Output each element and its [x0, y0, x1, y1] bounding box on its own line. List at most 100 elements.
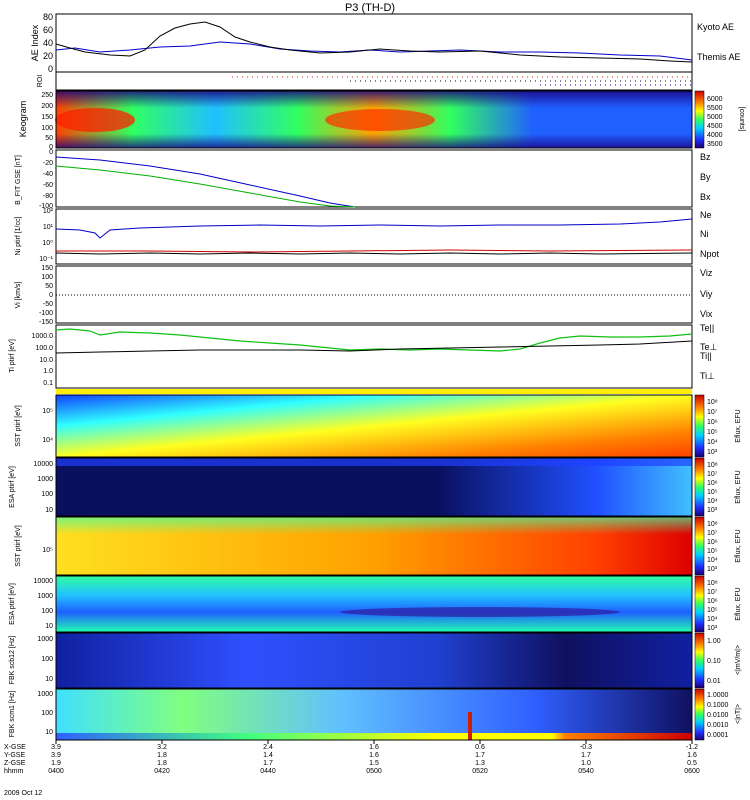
- b-ytick: -100: [39, 203, 53, 210]
- v-ytick: 100: [41, 274, 53, 281]
- ae-ytick: 40: [43, 38, 53, 48]
- b-ytick: 0: [49, 149, 53, 156]
- panel-keogram: 250 200 150 100 50 0 Keogram 6000 5500 5…: [18, 90, 745, 151]
- ae-ylabel: AE Index: [30, 24, 40, 61]
- ae-ytick: 80: [43, 12, 53, 22]
- colorbar-tick: 10⁵: [707, 607, 718, 614]
- colorbar-tick: 0.0100: [707, 712, 729, 719]
- x-tick-label: 0.6: [475, 744, 485, 751]
- x-tick-label: 1.7: [263, 760, 273, 767]
- legend-ni: Ni: [700, 229, 709, 239]
- esa-ylabel: ESA ptirf [eV]: [9, 466, 16, 508]
- panel-fbk-e: 1000 100 10 FBK scb12 [Hz] 1.00 0.10 0.0…: [9, 632, 742, 689]
- colorbar-tick: 1.0000: [707, 692, 729, 699]
- colorbar-tick: 4500: [707, 123, 723, 130]
- colorbar-tick: 10⁶: [707, 480, 718, 487]
- x-tick-label: 1.9: [51, 760, 61, 767]
- x-tick-label: -0.3: [580, 744, 592, 751]
- x-tick-label: 0440: [260, 768, 276, 775]
- t-ylabel: Ti ptirf [eV]: [9, 339, 16, 373]
- colorbar-tick: 5500: [707, 105, 723, 112]
- colorbar-tick: 5000: [707, 114, 723, 121]
- legend-vix: Vix: [700, 309, 713, 319]
- x-tick-label: 1.4: [263, 752, 273, 759]
- n-ytick: 10⁰: [42, 239, 53, 247]
- keogram-ytick: 50: [45, 135, 53, 142]
- x-tick-label: 1.6: [369, 744, 379, 751]
- x-tick-label: 0540: [578, 768, 594, 775]
- colorbar-label: [counts]: [738, 107, 745, 132]
- panel-density: 10² 10¹ 10⁰ 10⁻¹ Ni ptirf [1/cc] Ne Ni N…: [15, 208, 720, 265]
- keogram-ylabel: Keogram: [18, 101, 28, 138]
- fbkb-colorbar: [694, 688, 705, 741]
- colorbar-tick: 6000: [707, 96, 723, 103]
- colorbar-label: <|nT|>: [735, 704, 742, 724]
- panel-bfield: 0 -20 -40 -60 -80 -100 B_FIT GSE [nT] Bz…: [15, 149, 711, 210]
- sst-ytick: 10⁴: [42, 437, 53, 444]
- colorbar-tick: 10⁶: [707, 419, 718, 426]
- n-ytick: 10²: [43, 208, 54, 215]
- sst-colorbar: [694, 394, 705, 458]
- b-ylabel: B_FIT GSE [nT]: [15, 155, 22, 205]
- panel-sst-electrons: 10⁵ SST ptirf [eV] 10⁸ 10⁷ 10⁶ 10⁵ 10⁴ 1…: [15, 516, 742, 576]
- esa-ytick: 100: [41, 491, 53, 498]
- colorbar-tick: 10⁶: [707, 598, 718, 605]
- sste-colorbar: [694, 516, 705, 576]
- colorbar-label: <|mV/m|>: [735, 645, 742, 675]
- esae-ylabel: ESA ptirf [eV]: [9, 583, 16, 625]
- panel-esa-electrons: 10000 1000 100 10 ESA ptirf [eV] 10⁸ 10⁷…: [9, 575, 742, 633]
- esae-ytick: 10000: [34, 578, 54, 585]
- n-ytick: 10⁻¹: [39, 256, 53, 263]
- sste-ylabel: SST ptirf [eV]: [15, 525, 22, 567]
- series-by: [55, 165, 356, 208]
- panel-sst-ions: 10⁵ 10⁴ SST ptirf [eV] 10⁸ 10⁷ 10⁶ 10⁵ 1…: [15, 394, 742, 458]
- b-ytick: -60: [43, 182, 53, 189]
- x-tick-label: 1.6: [369, 752, 379, 759]
- sst-ytick: 10⁵: [42, 408, 53, 415]
- fbke-ytick: 1000: [37, 636, 53, 643]
- colorbar-tick: 10⁴: [707, 439, 718, 446]
- x-tick-label: 1.8: [157, 760, 167, 767]
- series-te-par: [55, 340, 693, 354]
- esa-colorbar: [694, 457, 705, 517]
- x-tick-label: -1.2: [686, 744, 698, 751]
- fbkb-ytick: 100: [41, 710, 53, 717]
- t-ytick: 1000.0: [32, 333, 54, 340]
- colorbar-label: Eflux, EFU: [735, 409, 742, 442]
- keogram-ytick: 250: [41, 92, 53, 99]
- v-ylabel: Vi [km/s]: [15, 282, 22, 309]
- colorbar-tick: 0.01: [707, 678, 721, 685]
- fbke-ytick: 10: [45, 676, 53, 683]
- colorbar-tick: 10⁷: [707, 589, 718, 596]
- esa-ytick: 1000: [37, 476, 53, 483]
- figure-title: P3 (TH-D): [345, 2, 395, 14]
- legend-ti-perp: Ti⊥: [700, 371, 715, 381]
- ae-ytick: 60: [43, 25, 53, 35]
- legend-by: By: [700, 172, 711, 182]
- series-ni: [55, 252, 693, 255]
- keogram-ytick: 100: [41, 125, 53, 132]
- colorbar-tick: 3500: [707, 141, 723, 148]
- colorbar-tick: 0.1000: [707, 702, 729, 709]
- x-tick-label: 0520: [472, 768, 488, 775]
- panel-velocity: 150 100 50 0 -50 -100 -150 Vi [km/s] Viz…: [15, 265, 713, 326]
- x-row-label: X-GSE: [4, 744, 26, 751]
- x-tick-label: 0600: [684, 768, 700, 775]
- colorbar-tick: 10⁶: [707, 539, 718, 546]
- legend-kyoto-ae: Kyoto AE: [697, 22, 734, 32]
- panel-temperature: 1000.0 100.0 10.0 1.0 0.1 Ti ptirf [eV] …: [9, 323, 718, 389]
- x-row-label: hhmm: [4, 768, 24, 775]
- legend-bx: Bx: [700, 192, 711, 202]
- x-tick-label: 2.4: [263, 744, 273, 751]
- legend-viz: Viz: [700, 268, 713, 278]
- esae-ytick: 100: [41, 608, 53, 615]
- roi-ylabel: ROI: [37, 75, 44, 88]
- colorbar-tick: 10⁵: [707, 429, 718, 436]
- t-ytick: 10.0: [39, 357, 53, 364]
- v-ytick: 150: [41, 265, 53, 272]
- colorbar-tick: 1.00: [707, 638, 721, 645]
- x-tick-label: 0400: [48, 768, 64, 775]
- x-tick-label: 0.5: [687, 760, 697, 767]
- colorbar-tick: 10⁴: [707, 498, 718, 505]
- colorbar-label: Eflux, EFU: [735, 470, 742, 503]
